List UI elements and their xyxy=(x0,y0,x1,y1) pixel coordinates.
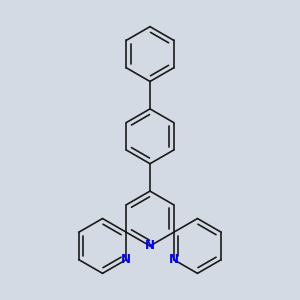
Text: N: N xyxy=(145,239,155,252)
Text: N: N xyxy=(169,253,179,266)
Text: N: N xyxy=(121,253,131,266)
